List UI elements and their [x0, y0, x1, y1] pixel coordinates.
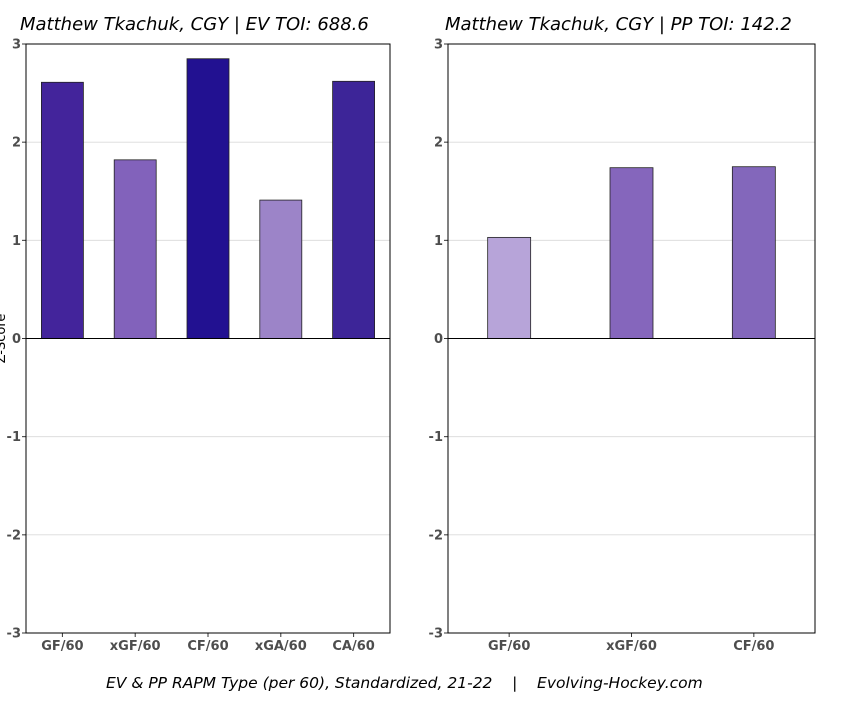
y-tick-label: 2 — [12, 136, 21, 151]
chart-caption: EV & PP RAPM Type (per 60), Standardized… — [106, 674, 703, 692]
y-tick-label: -1 — [429, 430, 443, 445]
x-tick-label: CF/60 — [187, 639, 228, 654]
x-tick-label: GF/60 — [41, 639, 83, 654]
right-chart-title: Matthew Tkachuk, CGY | PP TOI: 142.2 — [445, 14, 792, 35]
y-tick-label: 3 — [12, 38, 21, 53]
y-tick-label: 0 — [12, 332, 21, 347]
y-tick-label: -3 — [7, 627, 21, 642]
y-tick-label: -1 — [7, 430, 21, 445]
x-tick-label: xGF/60 — [606, 639, 657, 654]
bar — [332, 80, 376, 339]
y-tick-label: 0 — [434, 332, 443, 347]
plot-frame — [25, 43, 391, 634]
y-tick-label: 1 — [12, 234, 21, 249]
y-tick-label: 1 — [434, 234, 443, 249]
plot-frame — [447, 43, 816, 634]
y-tick-label: -2 — [429, 528, 443, 543]
bar — [487, 236, 532, 339]
left-chart-title: Matthew Tkachuk, CGY | EV TOI: 688.6 — [20, 14, 369, 35]
bar — [731, 166, 776, 339]
bar — [609, 167, 654, 339]
y-tick-label: -2 — [7, 528, 21, 543]
x-tick-label: xGF/60 — [110, 639, 161, 654]
y-tick-label: -3 — [429, 627, 443, 642]
bar — [186, 58, 230, 339]
x-tick-label: GF/60 — [488, 639, 530, 654]
x-tick-label: CF/60 — [733, 639, 774, 654]
y-tick-label: 3 — [434, 38, 443, 53]
x-tick-label: xGA/60 — [255, 639, 307, 654]
bar — [259, 199, 303, 339]
bar — [113, 159, 157, 339]
bar — [41, 81, 84, 339]
y-tick-label: 2 — [434, 136, 443, 151]
y-axis-label: Z-Score — [0, 314, 9, 364]
x-tick-label: CA/60 — [332, 639, 374, 654]
